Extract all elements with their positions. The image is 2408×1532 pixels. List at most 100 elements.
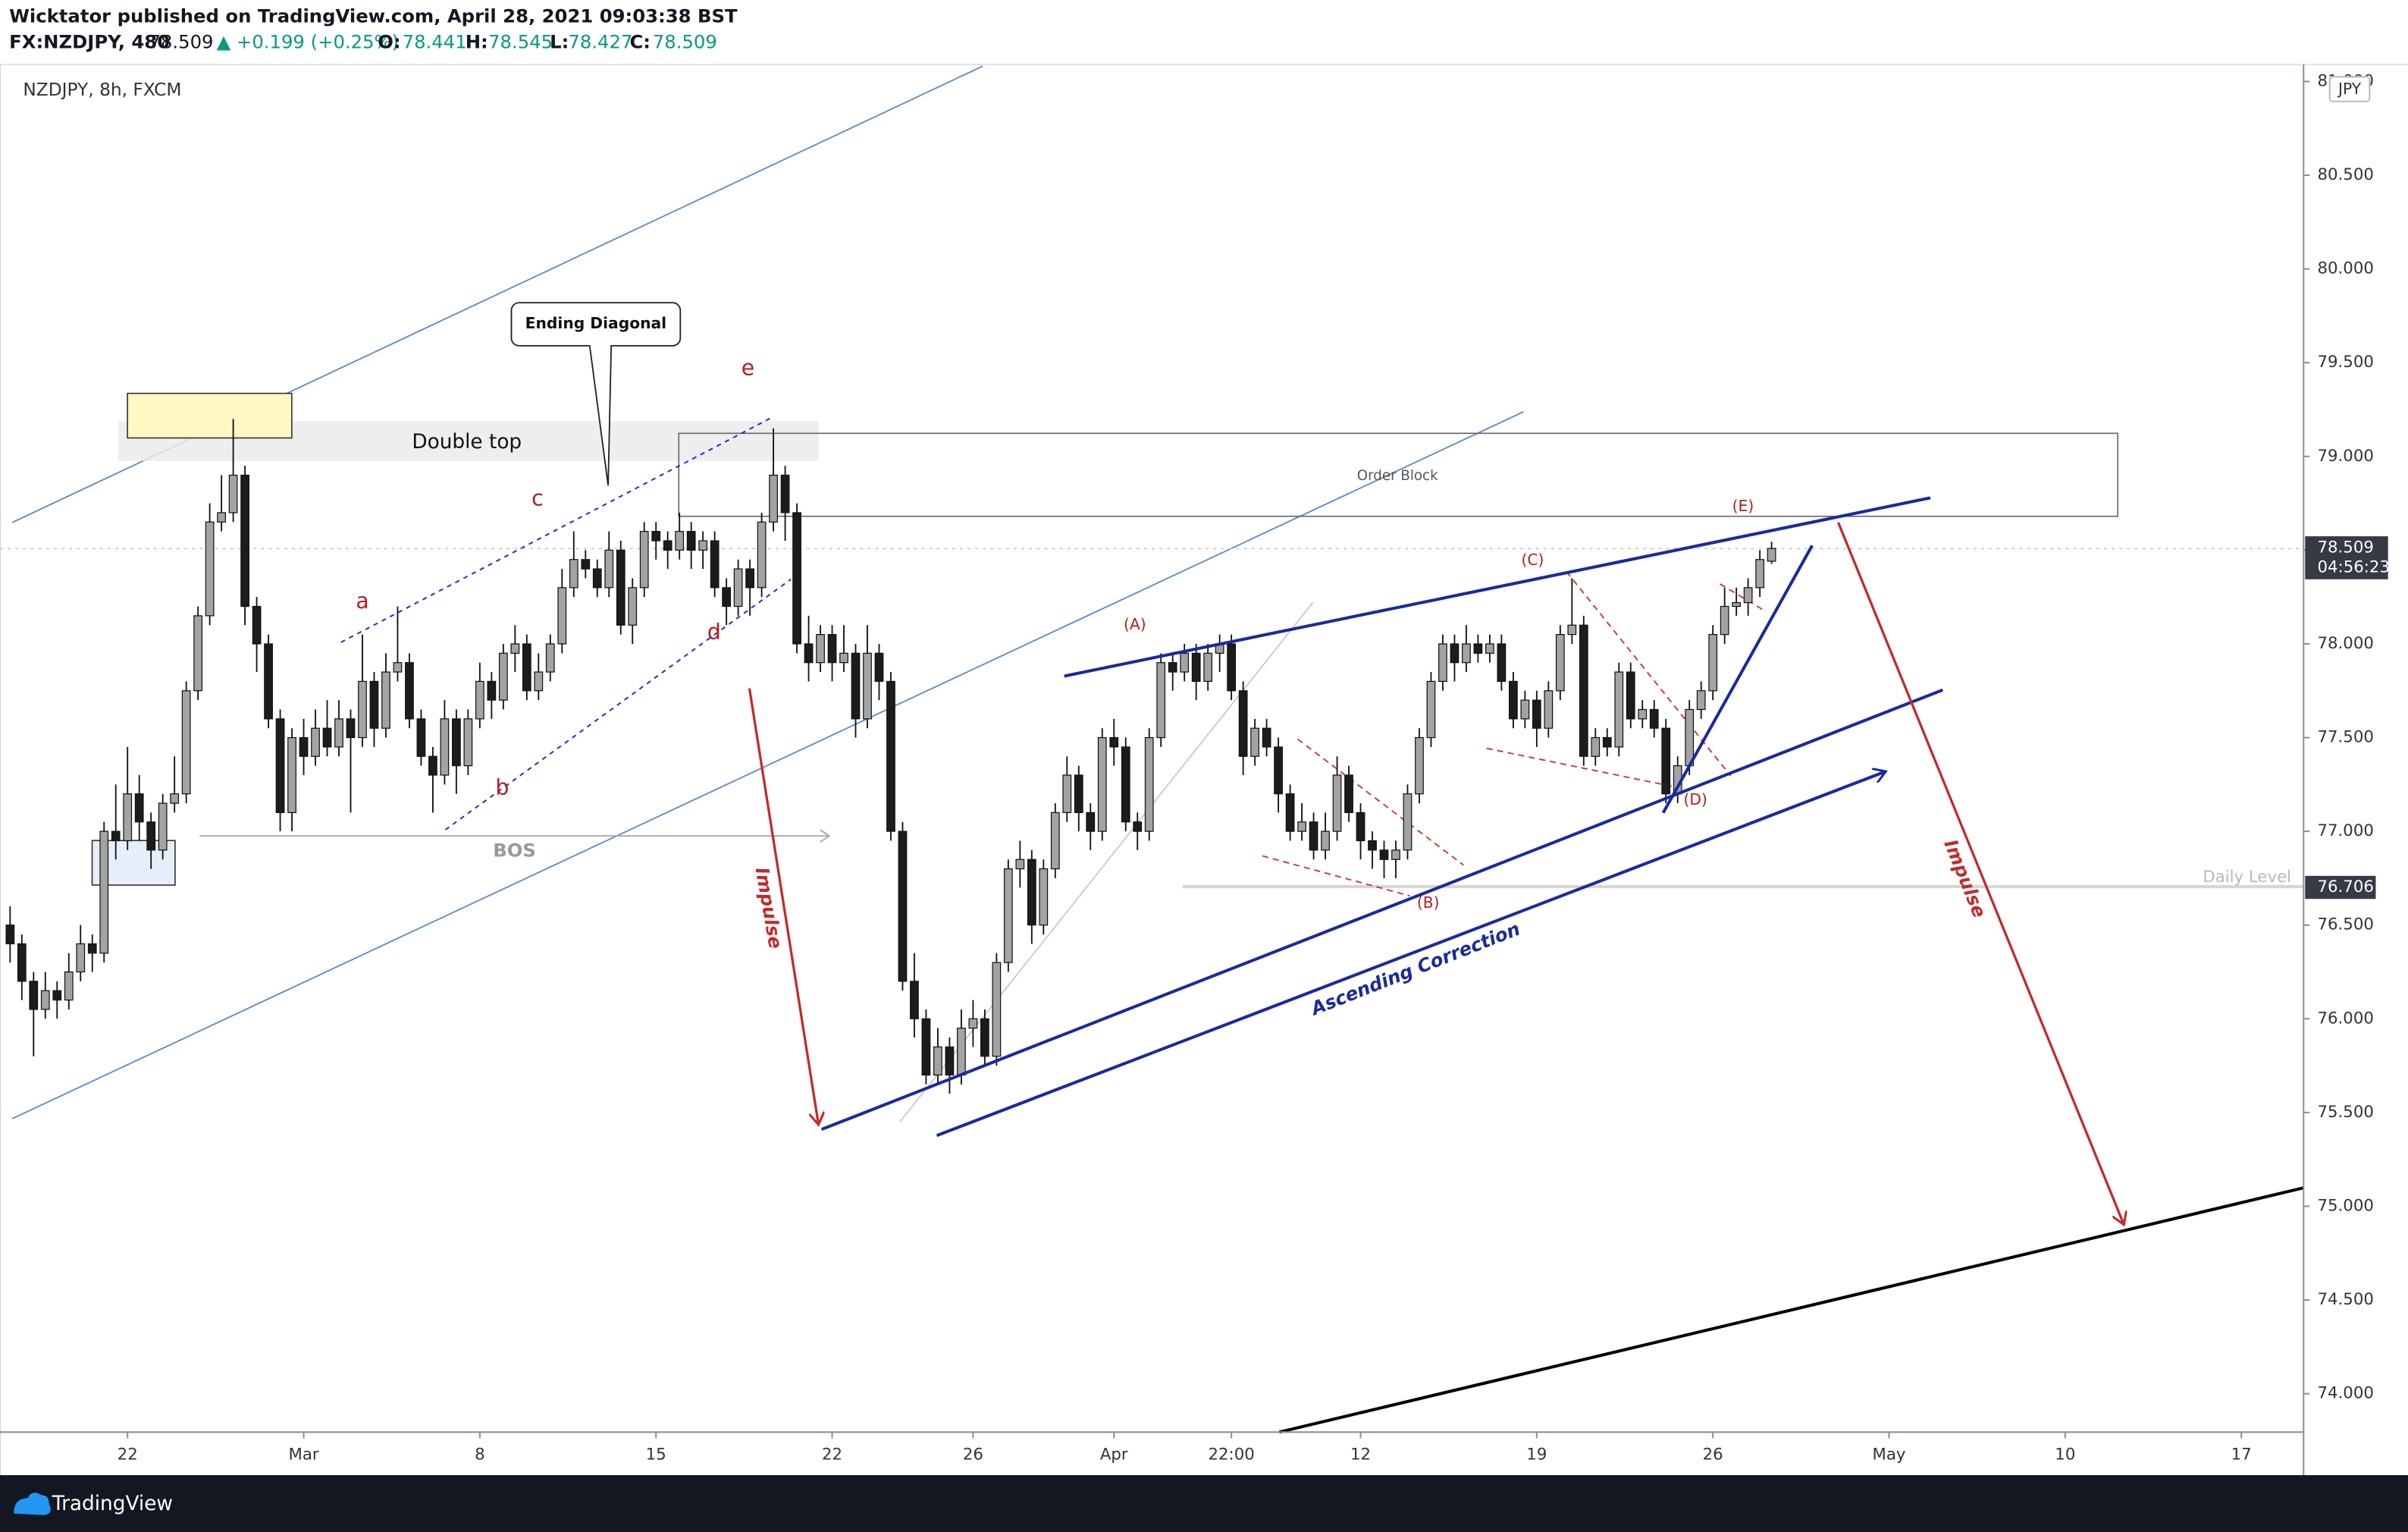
candle-body xyxy=(710,540,720,589)
candle-body xyxy=(1426,680,1436,739)
x-tick-label: Mar xyxy=(288,1446,318,1465)
y-tick-label: 76.500 xyxy=(2317,915,2373,934)
candle-body xyxy=(945,1046,955,1076)
candle-body xyxy=(1473,643,1483,654)
candle-body xyxy=(405,662,414,720)
candle-body xyxy=(1438,643,1447,683)
x-tick-label: 22 xyxy=(822,1446,842,1465)
diagonal-line xyxy=(340,417,772,643)
candle-body xyxy=(52,990,62,1001)
candle-body xyxy=(1262,727,1271,748)
candle-body xyxy=(1708,634,1718,692)
candle-body xyxy=(1332,774,1342,832)
daily-level-value: 76.706 xyxy=(2317,877,2373,896)
candle-body xyxy=(64,971,74,1001)
candle-body xyxy=(1097,736,1107,832)
candle-body xyxy=(886,680,895,832)
change: ▲ +0.199 (+0.25%) xyxy=(217,31,400,53)
x-tick-label: 22:00 xyxy=(1209,1446,1255,1465)
candle-body xyxy=(816,634,825,664)
trend-line xyxy=(899,601,1314,1122)
candle-body xyxy=(1086,812,1096,832)
h-value: 78.545 xyxy=(488,31,553,53)
candle-body xyxy=(639,531,649,589)
candle-body xyxy=(1356,812,1365,842)
wave-label: (A) xyxy=(1124,615,1146,633)
candle-body xyxy=(510,643,520,654)
candle-body xyxy=(910,981,919,1019)
candle-body xyxy=(1074,774,1083,814)
candle-body xyxy=(804,643,814,664)
candle-body xyxy=(1544,690,1554,729)
candle-body xyxy=(957,1028,966,1076)
candle-body xyxy=(628,587,638,626)
x-tick-label: 19 xyxy=(1526,1446,1547,1465)
candle-body xyxy=(146,821,156,851)
publisher: Wicktator published on TradingView.com, … xyxy=(9,5,738,27)
candle-body xyxy=(1321,830,1330,851)
candle-body xyxy=(1403,793,1413,851)
candle-body xyxy=(581,559,591,570)
candle-body xyxy=(381,671,390,729)
candle-body xyxy=(745,568,754,589)
impulse-arrow xyxy=(1837,522,2124,1225)
candle-body xyxy=(240,474,249,607)
candle-body xyxy=(1602,736,1612,748)
candle-body xyxy=(1168,662,1177,673)
wave-label: d xyxy=(707,620,721,645)
candle-body xyxy=(1520,699,1530,720)
candle-body xyxy=(1027,859,1036,926)
candle-body xyxy=(1133,821,1143,832)
candle-body xyxy=(1661,727,1671,795)
candle-body xyxy=(346,718,356,739)
candle-body xyxy=(76,943,86,973)
wedge-line xyxy=(820,688,1944,1132)
candle-body xyxy=(921,1018,931,1076)
y-tick-label: 79.500 xyxy=(2317,353,2373,372)
candle-body xyxy=(393,662,403,673)
footer-brand: TradingView xyxy=(52,1493,173,1515)
highlight-box xyxy=(127,392,293,439)
candle-body xyxy=(933,1046,942,1076)
trend-line xyxy=(1661,545,1814,814)
x-tick-label: 15 xyxy=(646,1446,666,1465)
channel-line xyxy=(11,411,1524,1119)
y-tick-label: 80.000 xyxy=(2317,259,2373,278)
candle-body xyxy=(463,718,473,767)
candle-body xyxy=(663,540,673,551)
candle-body xyxy=(1755,559,1765,589)
candles xyxy=(5,419,1776,1094)
candle-body xyxy=(686,531,696,551)
drawings-top xyxy=(510,302,2304,1434)
candle-body xyxy=(722,587,732,607)
axes: 74.000 74.500 75.000 75.500 76.000 76.500 77.0… xyxy=(118,71,2374,1464)
y-tick-label: 80.500 xyxy=(2317,165,2373,184)
candle-body xyxy=(193,615,203,692)
candle-body xyxy=(498,652,508,701)
x-tick-label: May xyxy=(1873,1446,1906,1465)
wave-label: (B) xyxy=(1417,893,1440,912)
c-value: 78.509 xyxy=(653,31,717,53)
candle-body xyxy=(780,474,790,513)
candle-body xyxy=(1274,746,1283,795)
candle-body xyxy=(616,549,626,626)
candle-body xyxy=(1297,821,1306,832)
x-tick-label: 26 xyxy=(1703,1446,1723,1465)
annotation: Double top xyxy=(412,431,522,454)
candle-body xyxy=(1368,840,1377,851)
candle-body xyxy=(675,531,685,551)
candle-body xyxy=(205,521,215,617)
annotation: Order Block xyxy=(1357,468,1438,484)
candle-body xyxy=(275,718,285,814)
y-tick-label: 79.000 xyxy=(2317,447,2373,466)
candle-body xyxy=(487,680,497,701)
candle-body xyxy=(264,643,273,720)
candle-body xyxy=(1638,708,1648,720)
wave-label: a xyxy=(356,589,368,614)
candle-body xyxy=(217,512,226,523)
candle-body xyxy=(1415,736,1424,795)
candle-body xyxy=(1203,652,1213,683)
candle-body xyxy=(322,727,332,748)
